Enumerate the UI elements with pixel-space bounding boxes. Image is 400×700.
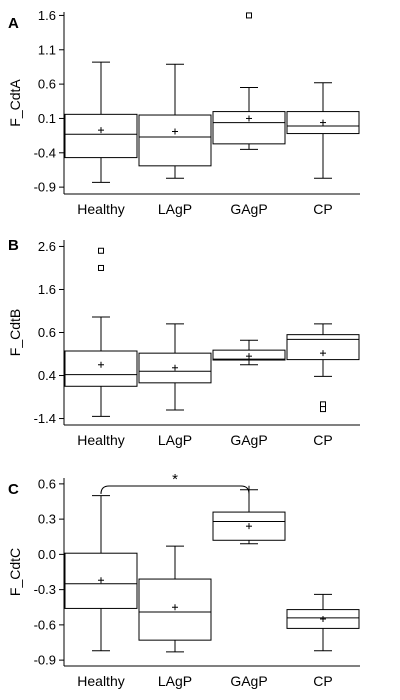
panel-B: B -1.4 0.4 0.6 1.6 2.6 F_CdtB Healthy LAgP GAgP CP bbox=[7, 237, 360, 448]
y-axis-label: F_CdtC bbox=[7, 548, 23, 596]
significance-label: * bbox=[172, 471, 178, 488]
outlier-point bbox=[320, 406, 326, 413]
box-cp bbox=[286, 323, 360, 413]
y-tick-label: 0.3 bbox=[38, 512, 56, 527]
box-gagp bbox=[212, 12, 286, 150]
box-lagp bbox=[138, 63, 212, 179]
x-tick-label: LAgP bbox=[158, 432, 192, 448]
panel-letter: C bbox=[8, 481, 19, 498]
significance-bracket bbox=[100, 485, 250, 495]
y-tick-label: 0.6 bbox=[38, 476, 56, 491]
outlier-point bbox=[98, 247, 104, 254]
box-gagp bbox=[212, 489, 286, 545]
panel-C: C -0.9 -0.6 -0.3 0.0 0.3 0.6 F_CdtC Healthy LAgP G… bbox=[7, 471, 360, 689]
box-iqr bbox=[64, 350, 138, 387]
x-tick-label: Healthy bbox=[77, 201, 124, 217]
y-tick-label: -0.9 bbox=[34, 653, 56, 668]
box-iqr bbox=[138, 114, 212, 167]
x-tick-label: Healthy bbox=[77, 432, 124, 448]
box-cp bbox=[286, 593, 360, 652]
y-tick-label: -0.3 bbox=[34, 582, 56, 597]
y-tick-label: 1.6 bbox=[38, 8, 56, 23]
y-tick-label: -0.6 bbox=[34, 617, 56, 632]
y-axis-label: F_CdtB bbox=[7, 309, 23, 356]
outlier-point bbox=[98, 264, 104, 271]
y-tick-label: 0.6 bbox=[38, 325, 56, 340]
box-healthy bbox=[64, 247, 138, 417]
y-tick-label: 0.0 bbox=[38, 547, 56, 562]
outlier-point bbox=[246, 12, 252, 19]
y-tick-label: 1.6 bbox=[38, 282, 56, 297]
y-tick-label: -0.9 bbox=[34, 180, 56, 195]
box-healthy bbox=[64, 61, 138, 183]
y-tick-label: 0.4 bbox=[38, 368, 56, 383]
y-tick-label: -1.4 bbox=[34, 411, 56, 426]
x-tick-label: LAgP bbox=[158, 673, 192, 689]
y-tick-label: 1.1 bbox=[38, 42, 56, 57]
box-healthy bbox=[64, 495, 138, 652]
x-tick-label: CP bbox=[313, 201, 332, 217]
x-tick-label: GAgP bbox=[230, 673, 267, 689]
box-gagp bbox=[212, 339, 286, 366]
y-tick-label: 2.6 bbox=[38, 239, 56, 254]
box-lagp bbox=[138, 545, 212, 653]
x-tick-label: Healthy bbox=[77, 673, 124, 689]
x-tick-label: CP bbox=[313, 673, 332, 689]
y-tick-label: -0.4 bbox=[34, 145, 56, 160]
x-tick-label: GAgP bbox=[230, 432, 267, 448]
x-tick-label: LAgP bbox=[158, 201, 192, 217]
panel-letter: B bbox=[8, 237, 19, 254]
box-cp bbox=[286, 82, 360, 179]
x-tick-label: GAgP bbox=[230, 201, 267, 217]
box-lagp bbox=[138, 323, 212, 411]
box-iqr bbox=[64, 113, 138, 159]
y-axis-label: F_CdtA bbox=[7, 79, 23, 127]
panel-A: A -0.9 -0.4 0.1 0.6 1.1 1.6 F_CdtA Healthy LAgP GA… bbox=[7, 8, 360, 217]
x-tick-label: CP bbox=[313, 432, 332, 448]
panel-letter: A bbox=[8, 15, 19, 32]
y-tick-label: 0.1 bbox=[38, 111, 56, 126]
y-tick-label: 0.6 bbox=[38, 77, 56, 92]
